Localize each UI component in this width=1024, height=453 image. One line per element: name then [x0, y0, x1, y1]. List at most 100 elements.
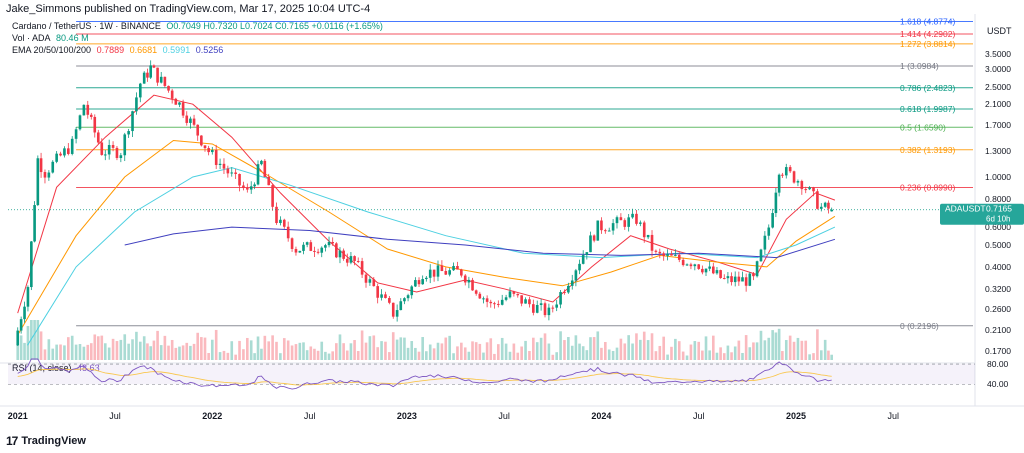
- volume-bar: [152, 340, 156, 360]
- volume-bar: [170, 339, 174, 360]
- price-tick-label: 0.4000: [985, 262, 1011, 272]
- candle-body: [96, 132, 100, 143]
- price-tick-label: 1.0000: [985, 172, 1011, 182]
- candle-body: [417, 280, 421, 285]
- candle-body: [711, 266, 715, 274]
- volume-bar: [417, 351, 421, 360]
- candle-body: [320, 247, 324, 253]
- candle-body: [253, 184, 256, 187]
- candles: [16, 60, 833, 347]
- volume-bar: [666, 354, 669, 360]
- volume-bar: [335, 343, 338, 360]
- candle-body: [543, 303, 547, 316]
- volume-bar: [456, 346, 459, 360]
- candle-body: [650, 234, 654, 251]
- candle-body: [342, 250, 345, 259]
- volume-bar: [524, 340, 527, 360]
- candle-body: [119, 155, 123, 159]
- fib-level-label: 0.5 (1.6590): [900, 122, 946, 132]
- legend-ema-label[interactable]: EMA 20/50/100/200: [12, 45, 92, 55]
- candle-body: [345, 258, 349, 263]
- price-tag-value: 0.7165: [986, 204, 1012, 214]
- candle-body: [267, 176, 271, 186]
- candle-body: [82, 104, 86, 116]
- volume-bar: [808, 354, 811, 360]
- volume-bar: [78, 344, 82, 360]
- volume-bar: [581, 346, 585, 360]
- volume-bar: [460, 342, 463, 360]
- legend-ema-row: EMA 20/50/100/200 0.7889 0.6681 0.5991 0…: [12, 45, 226, 55]
- candle-body: [178, 102, 181, 105]
- volume-bar: [174, 347, 178, 360]
- rsi-tick-label: 80.00: [987, 359, 1009, 369]
- legend-vol-label[interactable]: Vol · ADA: [12, 33, 51, 43]
- volume-bar: [127, 343, 130, 360]
- volume-bar: [830, 354, 833, 360]
- volume-bar: [485, 342, 489, 360]
- candle-body: [681, 259, 685, 266]
- volume-bar: [43, 349, 47, 360]
- candle-body: [482, 298, 485, 300]
- candle-body: [701, 268, 704, 273]
- legend-symbol[interactable]: Cardano / TetherUS · 1W · BINANCE: [12, 21, 161, 31]
- volume-bar: [279, 353, 282, 360]
- candle-body: [460, 269, 463, 276]
- candle-body: [781, 174, 784, 176]
- fibonacci-retracement[interactable]: 1.618 (4.8774) 1.414 (4.2902)1.272 (3.881…: [76, 16, 973, 331]
- candle-body: [585, 252, 589, 256]
- volume-bar: [316, 350, 320, 360]
- time-axis[interactable]: 2021 Jul 2022 Jul 2023 Jul 2024 Jul 2025 Jul: [8, 411, 899, 421]
- candle-body: [36, 158, 40, 206]
- volume-bar: [26, 325, 30, 360]
- candle-body: [788, 167, 792, 172]
- candle-body: [504, 297, 508, 300]
- candle-body: [596, 220, 600, 241]
- volume-bar: [792, 341, 796, 360]
- volume-bar: [263, 335, 267, 360]
- candle-body: [567, 285, 570, 293]
- volume-bar: [156, 330, 159, 360]
- price-tick-label: 0.8000: [985, 194, 1011, 204]
- price-axis[interactable]: USDT 3.5000 3.0000 2.5000 2.1000 1.7000 1.3000…: [8, 26, 1024, 356]
- candle-body: [774, 192, 778, 214]
- volume-bar: [189, 345, 192, 360]
- volume-bar: [353, 340, 356, 360]
- candle-body: [30, 241, 33, 288]
- volume-bar: [774, 332, 778, 360]
- candle-body: [170, 90, 174, 99]
- volume-bar: [39, 331, 43, 360]
- tradingview-mark-icon: 17: [6, 434, 18, 448]
- price-chart[interactable]: 1.618 (4.8774) 1.414 (4.2902)1.272 (3.881…: [0, 14, 1024, 431]
- volume-bar: [570, 345, 574, 360]
- legend-ema20-value: 0.7889: [96, 45, 125, 55]
- candle-body: [574, 270, 578, 281]
- candle-body: [755, 261, 759, 277]
- fib-level-label: 1.618 (4.8774): [900, 16, 955, 26]
- candle-body: [185, 115, 189, 123]
- rsi-ma-line: [17, 368, 832, 386]
- volume-bar: [67, 337, 70, 360]
- volume-bar: [185, 342, 189, 360]
- legend-rsi-value: 48.63: [77, 363, 100, 373]
- volume-bar: [677, 341, 681, 360]
- volume-bar: [196, 332, 200, 360]
- candle-body: [107, 145, 111, 155]
- volume-bar: [55, 344, 58, 360]
- ema-line-ema100: [27, 167, 836, 346]
- volume-bar: [349, 343, 353, 360]
- legend-rsi-label[interactable]: RSI (14, close): [12, 363, 72, 373]
- candle-body: [86, 104, 90, 115]
- candle-body: [581, 255, 585, 264]
- volume-bar: [600, 347, 603, 360]
- candle-body: [800, 181, 804, 190]
- ema-line-ema50: [17, 139, 836, 336]
- volume-bar: [823, 339, 827, 360]
- legend-symbol-row: Cardano / TetherUS · 1W · BINANCE O0.704…: [12, 21, 386, 31]
- volume-bar: [704, 336, 708, 360]
- candle-body: [708, 266, 711, 269]
- volume-bar: [631, 343, 634, 360]
- volume-bar: [414, 347, 417, 360]
- candle-body: [103, 154, 107, 156]
- candle-body: [331, 241, 334, 244]
- candle-body: [335, 243, 338, 258]
